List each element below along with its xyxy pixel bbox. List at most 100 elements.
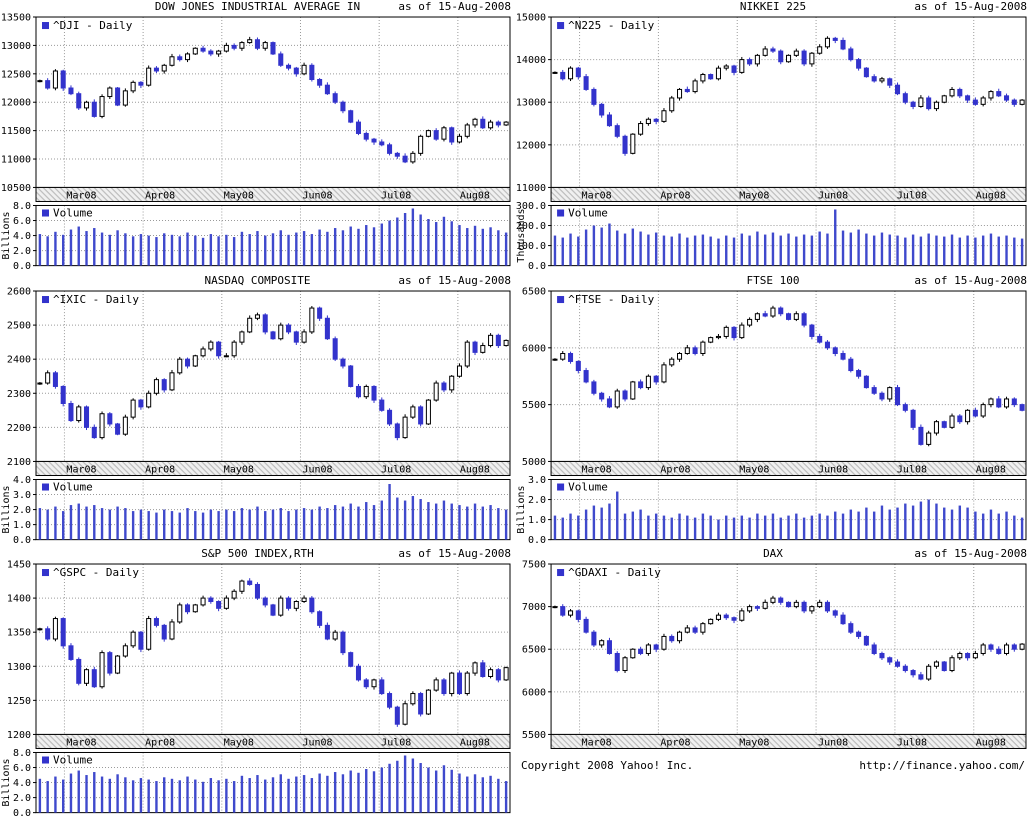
volume-pane: 0.0 2.0 4.0 6.0 8.0 Volume Billions bbox=[1, 201, 511, 272]
volume-unit-label: Billions bbox=[516, 485, 527, 533]
y-axis-tick-label: 6500 bbox=[522, 287, 546, 298]
volume-tick-label: 100.0 bbox=[516, 241, 546, 252]
volume-tick-label: 4.0 bbox=[13, 231, 31, 242]
y-axis-tick-label: 1250 bbox=[7, 696, 31, 707]
chart-title: DOW JONES INDUSTRIAL AVERAGE IN bbox=[154, 0, 361, 13]
volume-unit-label: Thousands bbox=[516, 208, 527, 262]
chart-asof-date: as of 15-Aug-2008 bbox=[394, 0, 511, 13]
volume-tick-label: 8.0 bbox=[13, 748, 31, 759]
series-legend: ^IXIC - Daily bbox=[53, 293, 139, 306]
chart-panel-ftse: FTSE 100 as of 15-Aug-2008 5000 5500 6000 6… bbox=[515, 273, 1031, 548]
volume-legend: Volume bbox=[568, 207, 608, 220]
month-axis-band bbox=[35, 186, 511, 202]
volume-tick-label: 3.0 bbox=[13, 490, 31, 501]
volume-tick-label: 2.0 bbox=[13, 793, 31, 804]
y-axis-tick-label: 11500 bbox=[1, 126, 31, 137]
x-axis-month-label: Mar08 bbox=[582, 464, 612, 475]
x-axis-month-label: Apr08 bbox=[145, 464, 175, 475]
y-axis-tick-label: 5500 bbox=[522, 400, 546, 411]
chart-title: DAX bbox=[763, 547, 783, 561]
y-axis-tick-label: 14000 bbox=[516, 55, 546, 66]
x-axis-month-label: Apr08 bbox=[660, 738, 690, 749]
candlestick-series bbox=[552, 305, 1025, 446]
x-axis-month-label: Aug08 bbox=[460, 738, 490, 749]
x-axis-month-label: Aug08 bbox=[460, 464, 490, 475]
chart-panel-dax: DAX as of 15-Aug-2008 5500 6000 6500 7000 75… bbox=[515, 547, 1031, 821]
y-axis-tick-label: 13500 bbox=[1, 13, 31, 24]
volume-tick-label: 2.0 bbox=[528, 495, 546, 506]
chart-titlebar: NIKKEI 225 as of 15-Aug-2008 bbox=[515, 0, 1031, 13]
volume-tick-label: 6.0 bbox=[13, 216, 31, 227]
series-legend: ^DJI - Daily bbox=[53, 19, 133, 32]
y-axis-tick-label: 6000 bbox=[522, 343, 546, 354]
candlestick-chart-gspc: 1200 1250 1300 1350 1400 1450 ^GSPC - Daily Mar… bbox=[1, 560, 511, 819]
candlestick-series bbox=[37, 578, 509, 728]
copyright-text: Copyright 2008 Yahoo! Inc. bbox=[521, 759, 694, 773]
candlestick-chart-ixic: 2100 2200 2300 2400 2500 2600 ^IXIC - Daily Mar… bbox=[1, 287, 511, 546]
volume-pane: 0.0 1.0 2.0 3.0 Volume Billions bbox=[516, 475, 1027, 546]
volume-tick-label: 4.0 bbox=[13, 778, 31, 789]
legend-swatch bbox=[42, 295, 49, 303]
series-legend: ^GDAXI - Daily bbox=[568, 566, 661, 579]
volume-tick-label: 0.0 bbox=[13, 535, 31, 546]
x-axis-month-label: Aug08 bbox=[976, 464, 1006, 475]
legend-swatch bbox=[42, 209, 49, 217]
x-axis-month-label: Mar08 bbox=[582, 738, 612, 749]
x-axis-month-label: Mar08 bbox=[66, 464, 96, 475]
chart-panel-dow-jones: DOW JONES INDUSTRIAL AVERAGE IN as of 15… bbox=[0, 0, 515, 274]
price-pane: 5500 6000 6500 7000 7500 ^GDAXI - Daily bbox=[522, 560, 1027, 741]
candlestick-series bbox=[37, 36, 509, 164]
volume-legend: Volume bbox=[53, 754, 93, 767]
volume-tick-label: 0.0 bbox=[13, 261, 31, 272]
y-axis-tick-label: 2100 bbox=[7, 457, 31, 468]
volume-pane: 0.0 1.0 2.0 3.0 4.0 Volume Billions bbox=[1, 475, 511, 546]
x-axis-month-label: Aug08 bbox=[460, 190, 490, 201]
series-legend: ^GSPC - Daily bbox=[53, 566, 139, 579]
y-axis-tick-label: 13000 bbox=[1, 41, 31, 52]
volume-legend: Volume bbox=[53, 480, 93, 493]
chart-titlebar: DAX as of 15-Aug-2008 bbox=[515, 547, 1031, 561]
x-axis-month-label: May08 bbox=[739, 464, 769, 475]
month-axis-band bbox=[35, 460, 511, 476]
x-axis-month-label: Jul08 bbox=[381, 190, 411, 201]
y-axis-tick-label: 15000 bbox=[516, 13, 546, 24]
x-axis-month-label: Jun08 bbox=[818, 190, 848, 201]
volume-tick-label: 4.0 bbox=[13, 475, 31, 486]
chart-asof-date: as of 15-Aug-2008 bbox=[910, 547, 1027, 561]
x-axis-month-label: Jul08 bbox=[897, 190, 927, 201]
volume-series bbox=[553, 491, 1024, 540]
legend-swatch bbox=[557, 22, 565, 30]
series-legend: ^FTSE - Daily bbox=[568, 293, 655, 306]
x-axis-month-label: Apr08 bbox=[145, 190, 175, 201]
volume-tick-label: 2.0 bbox=[13, 505, 31, 516]
chart-titlebar: NASDAQ COMPOSITE as of 15-Aug-2008 bbox=[0, 273, 515, 287]
x-axis-month-label: Jul08 bbox=[381, 738, 411, 749]
volume-unit-label: Billions bbox=[1, 485, 12, 533]
y-axis-tick-label: 10500 bbox=[1, 183, 31, 194]
volume-unit-label: Billions bbox=[1, 211, 12, 259]
chart-asof-date: as of 15-Aug-2008 bbox=[910, 0, 1027, 13]
chart-title: FTSE 100 bbox=[746, 273, 800, 287]
candlestick-chart-gdaxi: 5500 6000 6500 7000 7500 ^GDAXI - Daily Mar08 A… bbox=[522, 560, 1027, 750]
x-axis-month-label: Aug08 bbox=[976, 190, 1006, 201]
x-axis-month-label: May08 bbox=[224, 464, 254, 475]
chart-panel-sp500: S&P 500 INDEX,RTH as of 15-Aug-2008 1200… bbox=[0, 547, 515, 821]
volume-tick-label: 200.0 bbox=[516, 221, 546, 232]
x-axis-month-label: Jul08 bbox=[897, 464, 927, 475]
price-pane: 5000 5500 6000 6500 ^FTSE - Daily bbox=[522, 287, 1027, 468]
x-axis-month-label: May08 bbox=[739, 190, 769, 201]
y-axis-tick-label: 1350 bbox=[7, 628, 31, 639]
chart-title: NASDAQ COMPOSITE bbox=[204, 273, 311, 287]
volume-tick-label: 3.0 bbox=[528, 475, 546, 486]
y-axis-tick-label: 13000 bbox=[516, 98, 546, 109]
y-axis-tick-label: 1450 bbox=[7, 560, 31, 571]
legend-swatch bbox=[557, 483, 565, 491]
candlestick-series bbox=[552, 596, 1025, 682]
volume-tick-label: 1.0 bbox=[13, 520, 31, 531]
y-axis-tick-label: 2400 bbox=[7, 354, 31, 365]
y-axis-tick-label: 2300 bbox=[7, 388, 31, 399]
y-axis-tick-label: 1200 bbox=[7, 730, 31, 741]
yahoo-finance-url: http://finance.yahoo.com/ bbox=[859, 759, 1025, 773]
x-axis-month-label: Jun08 bbox=[818, 464, 848, 475]
x-axis-month-label: May08 bbox=[224, 190, 254, 201]
